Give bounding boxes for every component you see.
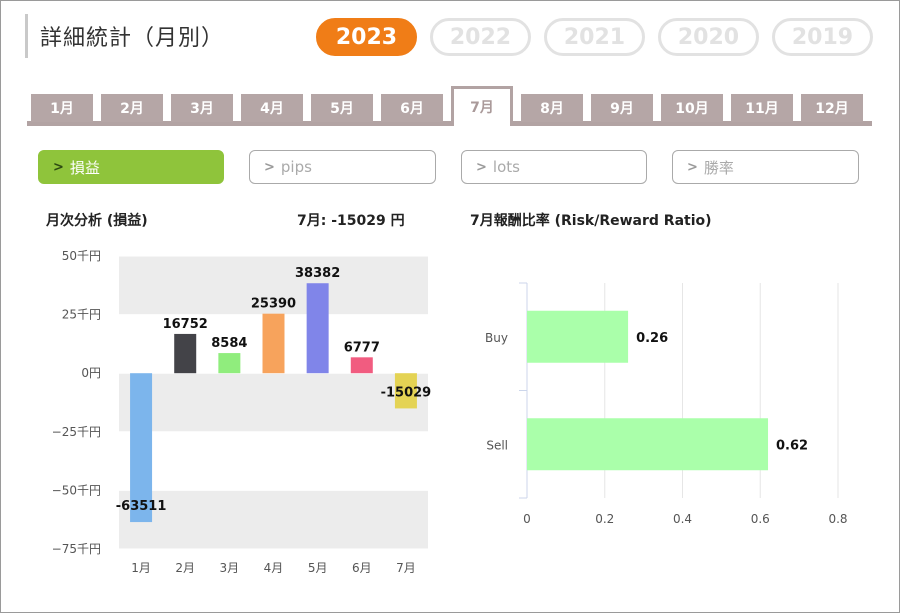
- bar-6: [350, 357, 373, 374]
- x-tick-label: 1月: [131, 561, 151, 575]
- bar-4: [262, 313, 285, 374]
- month-tab-12[interactable]: 12月: [801, 94, 863, 122]
- year-tab-2022[interactable]: 2022: [430, 18, 531, 56]
- year-tab-2020[interactable]: 2020: [658, 18, 759, 56]
- bar-1: [130, 373, 153, 523]
- filter-label: lots: [492, 158, 520, 176]
- data-label: 0.62: [776, 438, 808, 453]
- x-tick-label: 5月: [308, 561, 328, 575]
- chevron-right-icon: >: [264, 159, 275, 175]
- month-tab-10[interactable]: 10月: [661, 94, 723, 122]
- x-tick-label: 0.6: [751, 512, 770, 526]
- plot-band: [119, 256, 428, 315]
- data-label: -63511: [116, 499, 167, 514]
- month-tab-4[interactable]: 4月: [241, 94, 303, 122]
- month-tab-5[interactable]: 5月: [311, 94, 373, 122]
- monthly-profit-chart: 50千円 25千円 0円 −25千円 −50千円 −75千円 -63511 1月 16752 2月…: [52, 249, 432, 575]
- y-tick-label: 25千円: [62, 308, 101, 322]
- x-tick-label: 0: [523, 512, 531, 526]
- y-tick-label: −25千円: [52, 425, 101, 439]
- year-tab-2021[interactable]: 2021: [544, 18, 645, 56]
- risk-reward-chart: 0 0.2 0.4 0.6 0.8 0.26 Buy 0.62 Sell: [485, 282, 848, 526]
- month-tab-7[interactable]: 7月: [451, 86, 513, 126]
- y-tick-label: 0円: [81, 366, 101, 380]
- title-accent-bar: [25, 14, 28, 58]
- filter-button-lots[interactable]: > lots: [461, 150, 647, 184]
- data-label: 6777: [344, 340, 380, 355]
- data-label: 16752: [163, 317, 208, 332]
- data-label: 25390: [251, 297, 296, 312]
- page-title: 詳細統計（月別）: [40, 26, 225, 51]
- chevron-right-icon: >: [53, 159, 64, 175]
- month-tab-9[interactable]: 9月: [591, 94, 653, 122]
- filter-button-winrate[interactable]: > 勝率: [672, 150, 859, 184]
- x-tick-label: 7月: [396, 561, 416, 575]
- month-tab-11[interactable]: 11月: [731, 94, 793, 122]
- plot-band: [119, 490, 428, 549]
- year-tab-2019[interactable]: 2019: [772, 18, 873, 56]
- plot-band: [119, 373, 428, 432]
- bar-5: [306, 283, 329, 374]
- filter-label: 損益: [69, 158, 100, 177]
- month-total-readout: 7月: -15029 円: [297, 213, 405, 229]
- chevron-right-icon: >: [687, 159, 698, 175]
- data-label: -15029: [381, 385, 432, 400]
- month-tabs-baseline: [27, 121, 872, 126]
- month-tab-8[interactable]: 8月: [521, 94, 583, 122]
- filter-button-pips[interactable]: > pips: [249, 150, 436, 184]
- ratio-bar-buy: [527, 310, 629, 363]
- x-tick-label: 0.2: [595, 512, 614, 526]
- bar-7: [394, 373, 417, 409]
- x-tick-label: 0.4: [673, 512, 692, 526]
- year-tab-2023[interactable]: 2023: [316, 18, 417, 56]
- y-tick-label: −50千円: [52, 483, 101, 497]
- month-tab-3[interactable]: 3月: [171, 94, 233, 122]
- y-tick-label: Sell: [486, 438, 508, 452]
- risk-reward-title: 7月報酬比率 (Risk/Reward Ratio): [470, 213, 712, 229]
- x-tick-label: 2月: [175, 561, 195, 575]
- bar-2: [174, 333, 197, 374]
- filter-label: pips: [280, 158, 312, 176]
- ratio-bar-sell: [527, 418, 769, 471]
- month-tab-1[interactable]: 1月: [31, 94, 93, 122]
- data-label: 8584: [211, 336, 247, 351]
- data-label: 38382: [295, 266, 340, 281]
- bar-3: [218, 353, 241, 374]
- data-label: 0.26: [636, 331, 668, 346]
- x-tick-label: 3月: [220, 561, 240, 575]
- x-tick-label: 6月: [352, 561, 372, 575]
- filter-label: 勝率: [703, 158, 734, 177]
- monthly-analysis-title: 月次分析 (損益): [46, 213, 148, 229]
- x-tick-label: 0.8: [828, 512, 847, 526]
- y-tick-label: 50千円: [62, 249, 101, 263]
- chevron-right-icon: >: [476, 159, 487, 175]
- month-tab-6[interactable]: 6月: [381, 94, 443, 122]
- y-tick-label: Buy: [485, 331, 508, 345]
- filter-button-profit[interactable]: > 損益: [38, 150, 224, 184]
- month-tab-2[interactable]: 2月: [101, 94, 163, 122]
- y-tick-label: −75千円: [52, 542, 101, 556]
- x-tick-label: 4月: [264, 561, 284, 575]
